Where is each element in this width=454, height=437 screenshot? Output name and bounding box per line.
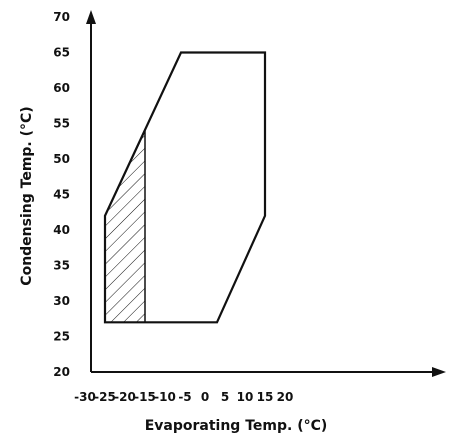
y-tick-label: 65 — [53, 46, 70, 60]
x-axis-arrow — [432, 367, 446, 377]
hatched-region-layer — [104, 130, 146, 324]
y-tick-label: 25 — [53, 330, 70, 344]
operating-envelope — [103, 51, 267, 324]
x-tick-label: 20 — [277, 390, 294, 404]
y-tick-label: 20 — [53, 365, 70, 379]
x-tick-label: -30 — [74, 390, 96, 404]
y-tick-label: 35 — [53, 259, 70, 273]
x-tick-label: -20 — [114, 390, 136, 404]
y-axis-arrow — [86, 10, 96, 24]
y-tick-label: 60 — [53, 81, 70, 95]
hatched-region — [104, 130, 146, 324]
y-tick-label: 30 — [53, 294, 70, 308]
x-tick-label: 0 — [201, 390, 209, 404]
y-tick-label: 55 — [53, 117, 70, 131]
y-axis-title: Condensing Temp. (°C) — [19, 106, 35, 285]
y-tick-labels: 20 25 30 35 40 45 50 55 60 65 70 — [53, 10, 70, 379]
x-tick-label: -15 — [134, 390, 156, 404]
x-axis-title: Evaporating Temp. (°C) — [145, 418, 328, 434]
envelope-layer — [103, 51, 267, 324]
y-tick-label: 45 — [53, 188, 70, 202]
x-tick-label: -5 — [178, 390, 191, 404]
y-tick-label: 70 — [53, 10, 70, 24]
x-tick-labels: -30-25-20-15-10 -5 0 5 10 15 20 — [74, 390, 293, 404]
x-tick-label: 15 — [257, 390, 274, 404]
x-tick-label: 10 — [237, 390, 254, 404]
y-tick-label: 40 — [53, 223, 70, 237]
x-tick-label: -25 — [94, 390, 116, 404]
y-tick-label: 50 — [53, 152, 70, 166]
x-tick-label: 5 — [221, 390, 229, 404]
x-tick-label: -10 — [154, 390, 176, 404]
